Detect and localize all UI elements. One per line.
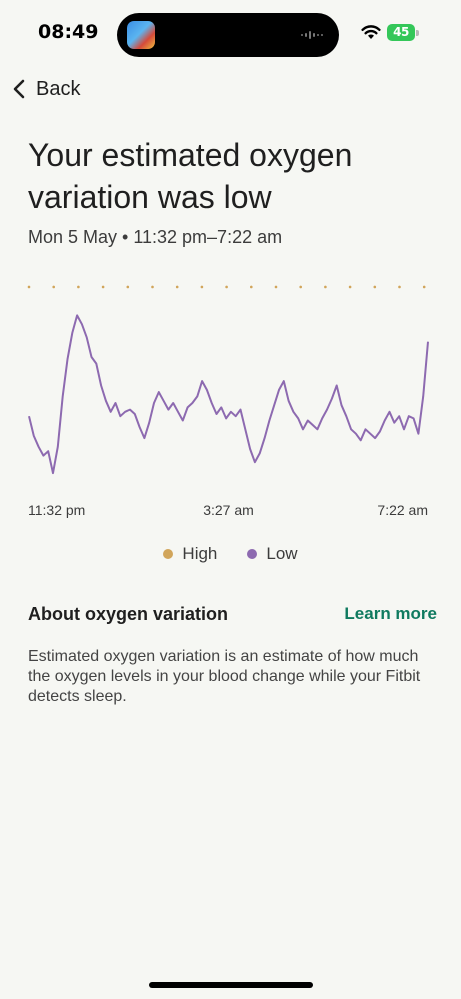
wifi-icon	[361, 25, 381, 39]
home-indicator[interactable]	[149, 982, 313, 988]
about-section-title: About oxygen variation	[28, 604, 229, 624]
back-label: Back	[36, 77, 81, 100]
chevron-left-icon	[13, 79, 25, 99]
series-line-low	[28, 314, 429, 475]
legend-label-low: Low	[266, 544, 298, 563]
page-title: Your estimated oxygen variation was low	[28, 137, 353, 215]
legend-item-high: High	[163, 544, 217, 564]
legend-label-high: High	[182, 544, 218, 563]
legend-item-low: Low	[247, 544, 298, 564]
about-description: Estimated oxygen variation is an estimat…	[28, 648, 421, 705]
audio-wave-icon	[301, 31, 323, 39]
chart-legend: High Low	[0, 544, 461, 564]
status-bar: 08:49 45	[0, 0, 461, 66]
legend-dot-high	[163, 549, 174, 559]
learn-more-link[interactable]: Learn more	[344, 604, 437, 623]
battery-cap	[416, 30, 419, 36]
x-tick-label: 11:32 pm	[28, 502, 85, 518]
legend-dot-low	[247, 549, 258, 559]
date-range-subtitle: Mon 5 May • 11:32 pm–7:22 am	[28, 227, 283, 247]
oxygen-variation-chart: 11:32 pm 3:27 am 7:22 am	[27, 285, 430, 518]
battery-indicator: 45	[387, 24, 415, 41]
dynamic-island[interactable]	[117, 13, 339, 57]
x-tick-label: 3:27 am	[203, 502, 254, 518]
back-button[interactable]: Back	[10, 74, 80, 104]
status-time: 08:49	[38, 21, 99, 43]
now-playing-app-icon[interactable]	[127, 21, 155, 49]
x-tick-label: 7:22 am	[377, 502, 428, 518]
